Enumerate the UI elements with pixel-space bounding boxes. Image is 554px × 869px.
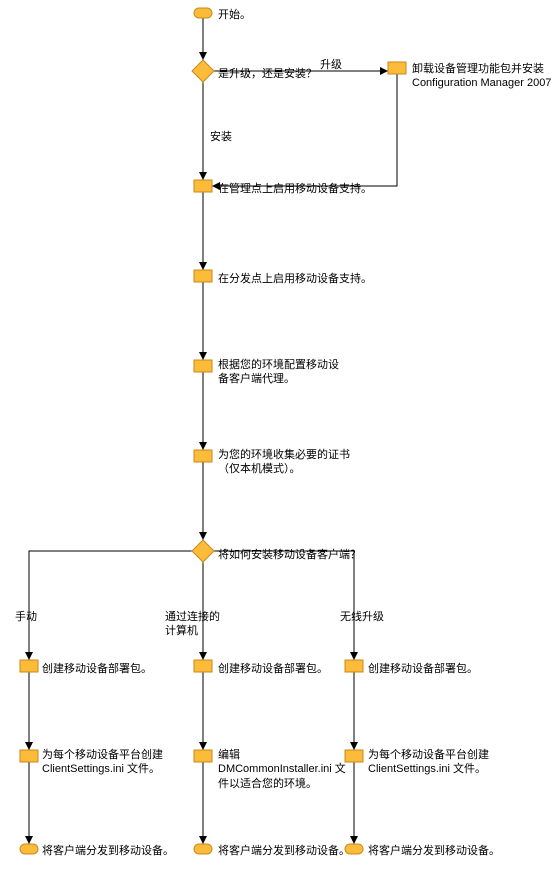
flowchart-terminator [194,8,212,18]
flowchart-label: 为每个移动设备平台创建 ClientSettings.ini 文件。 [368,748,498,777]
flowchart-process [20,660,38,672]
flowchart-label: 将如何安装移动设备客户端？ [218,548,361,562]
flowchart-process [194,450,212,462]
flowchart-label: 将客户端分发到移动设备。 [368,844,500,858]
flowchart-process [388,62,406,74]
flowchart-label: 无线升级 [340,610,384,624]
flowchart-label: 将客户端分发到移动设备。 [218,844,350,858]
flowchart-label: 卸载设备管理功能包并安装 Configuration Manager 2007 [412,62,552,91]
flowchart-process [20,750,38,762]
flowchart-decision [192,540,214,562]
flowchart-terminator [20,844,38,854]
flowchart-decision [192,60,214,82]
flowchart-process [194,750,212,762]
flowchart-label: 创建移动设备部署包。 [42,662,152,676]
flowchart-label: 为您的环境收集必要的证书（仅本机模式）。 [218,448,358,477]
flowchart-process [194,270,212,282]
flowchart-label: 将客户端分发到移动设备。 [42,844,174,858]
flowchart-label: 是升级，还是安装？ [218,67,317,81]
flowchart-label: 开始。 [218,8,251,22]
flowchart-label: 通过连接的计算机 [165,610,220,639]
flowchart-label: 编辑 DMCommonInstaller.ini 文件以适合您的环境。 [218,748,348,791]
flowchart-process [194,180,212,192]
flowchart-label: 在分发点上启用移动设备支持。 [218,272,372,286]
flowchart-label: 根据您的环境配置移动设备客户端代理。 [218,358,348,387]
flowchart-label: 手动 [15,610,37,624]
flowchart-label: 安装 [210,130,232,144]
flowchart-label: 创建移动设备部署包。 [218,662,328,676]
flowchart-label: 升级 [320,58,342,72]
flowchart-process [194,660,212,672]
flowchart-process [345,660,363,672]
flowchart-label: 为每个移动设备平台创建 ClientSettings.ini 文件。 [42,748,172,777]
flowchart-label: 在管理点上启用移动设备支持。 [218,182,372,196]
flowchart-process [194,360,212,372]
flowchart-terminator [194,844,212,854]
flowchart-label: 创建移动设备部署包。 [368,662,478,676]
